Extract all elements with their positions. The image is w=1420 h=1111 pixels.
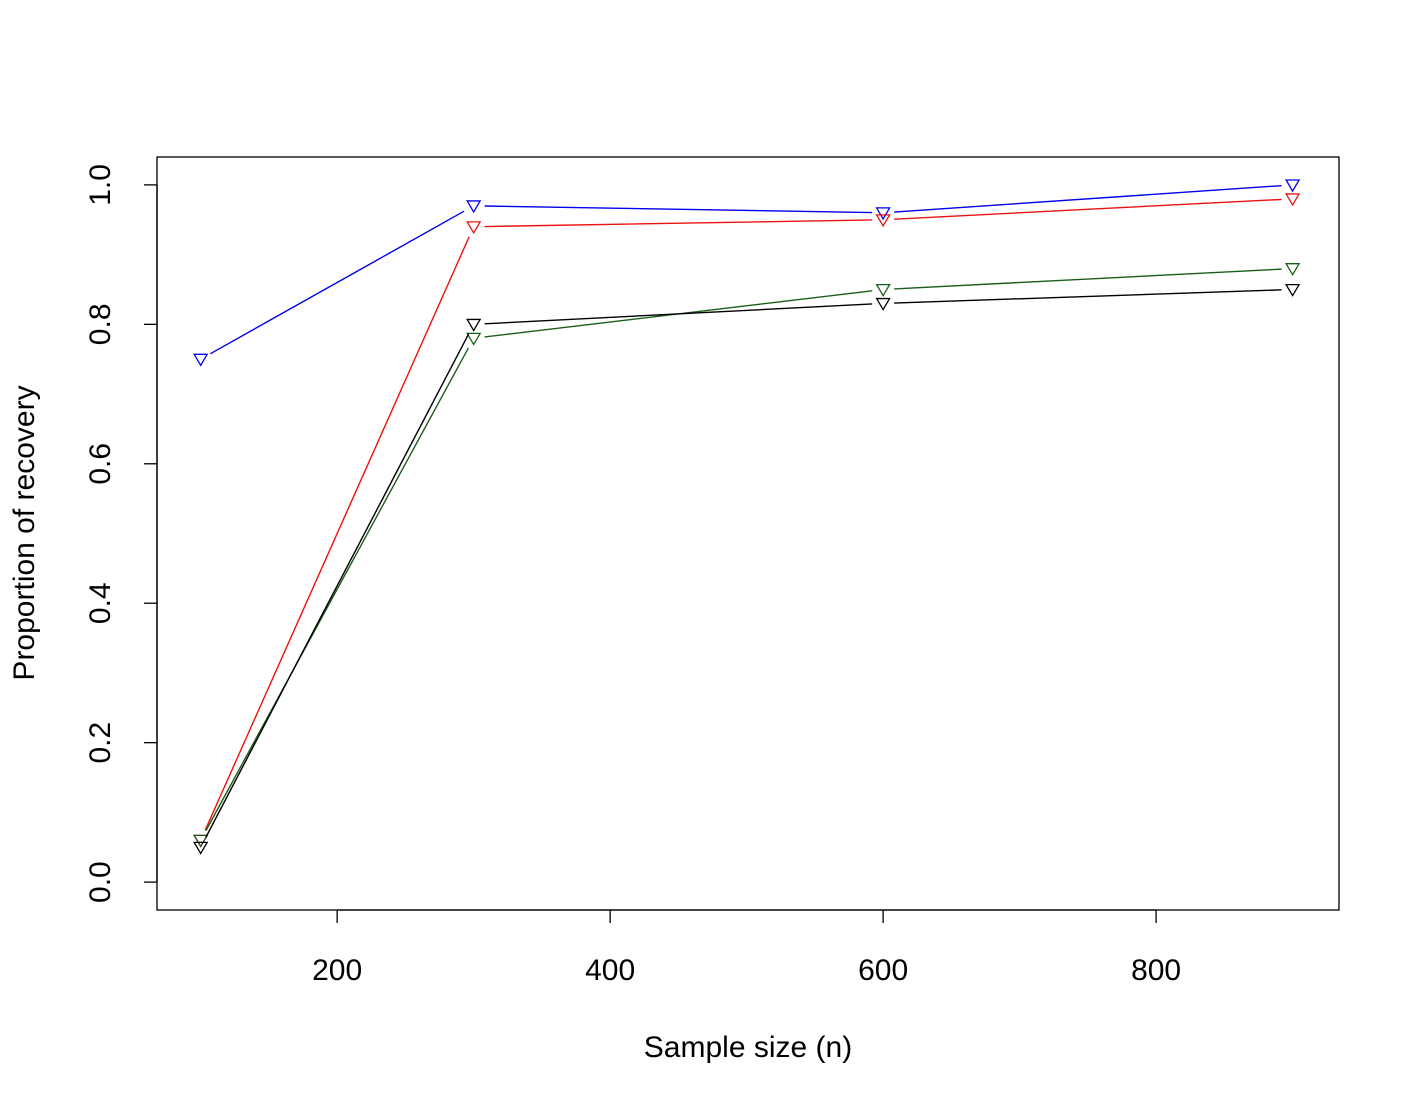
data-point-marker [466, 332, 482, 346]
series-segment [894, 184, 1282, 213]
data-point-marker [193, 353, 209, 367]
data-point-marker [875, 283, 891, 297]
data-point-marker [875, 297, 891, 311]
data-point-marker [466, 221, 482, 235]
series-2 [193, 193, 1301, 848]
series-4 [193, 283, 1301, 855]
y-tick-label: 0.8 [84, 303, 117, 345]
series-3 [193, 263, 1301, 848]
x-tick-label: 800 [1131, 954, 1181, 987]
x-tick-label: 600 [858, 954, 908, 987]
data-point-marker [875, 207, 891, 221]
data-point-marker [875, 214, 891, 228]
x-tick-label: 400 [585, 954, 635, 987]
series-layer [193, 179, 1301, 855]
y-axis-label: Proportion of recovery [8, 385, 41, 680]
series-segment [484, 205, 873, 214]
series-segment [894, 268, 1282, 290]
data-point-marker [466, 200, 482, 214]
y-tick-label: 1.0 [84, 164, 117, 206]
x-tick-label: 200 [312, 954, 362, 987]
series-segment [204, 236, 470, 831]
series-segment [894, 198, 1282, 220]
plot-frame [156, 156, 1340, 911]
series-segment [205, 333, 470, 838]
series-segment [209, 210, 465, 355]
data-point-marker [1284, 193, 1301, 207]
y-tick-label: 0.0 [84, 861, 117, 903]
y-tick-label: 0.4 [84, 582, 117, 624]
series-segment [205, 347, 470, 831]
data-point-marker [1284, 283, 1301, 297]
data-point-marker [1284, 263, 1301, 277]
data-point-marker [193, 841, 209, 855]
series-segment [484, 219, 873, 228]
series-1 [193, 179, 1301, 367]
data-point-marker [193, 834, 209, 848]
series-segment [894, 289, 1282, 304]
data-point-marker [466, 318, 482, 332]
y-tick-label: 0.2 [84, 722, 117, 764]
x-axis-label: Sample size (n) [644, 1031, 852, 1064]
x-axis: 200 400 600 800 [312, 909, 1181, 987]
series-segment [484, 303, 873, 325]
y-axis: 0.0 0.2 0.4 0.6 0.8 1.0 [84, 164, 158, 903]
data-point-marker [1284, 179, 1301, 193]
y-tick-label: 0.6 [84, 443, 117, 485]
